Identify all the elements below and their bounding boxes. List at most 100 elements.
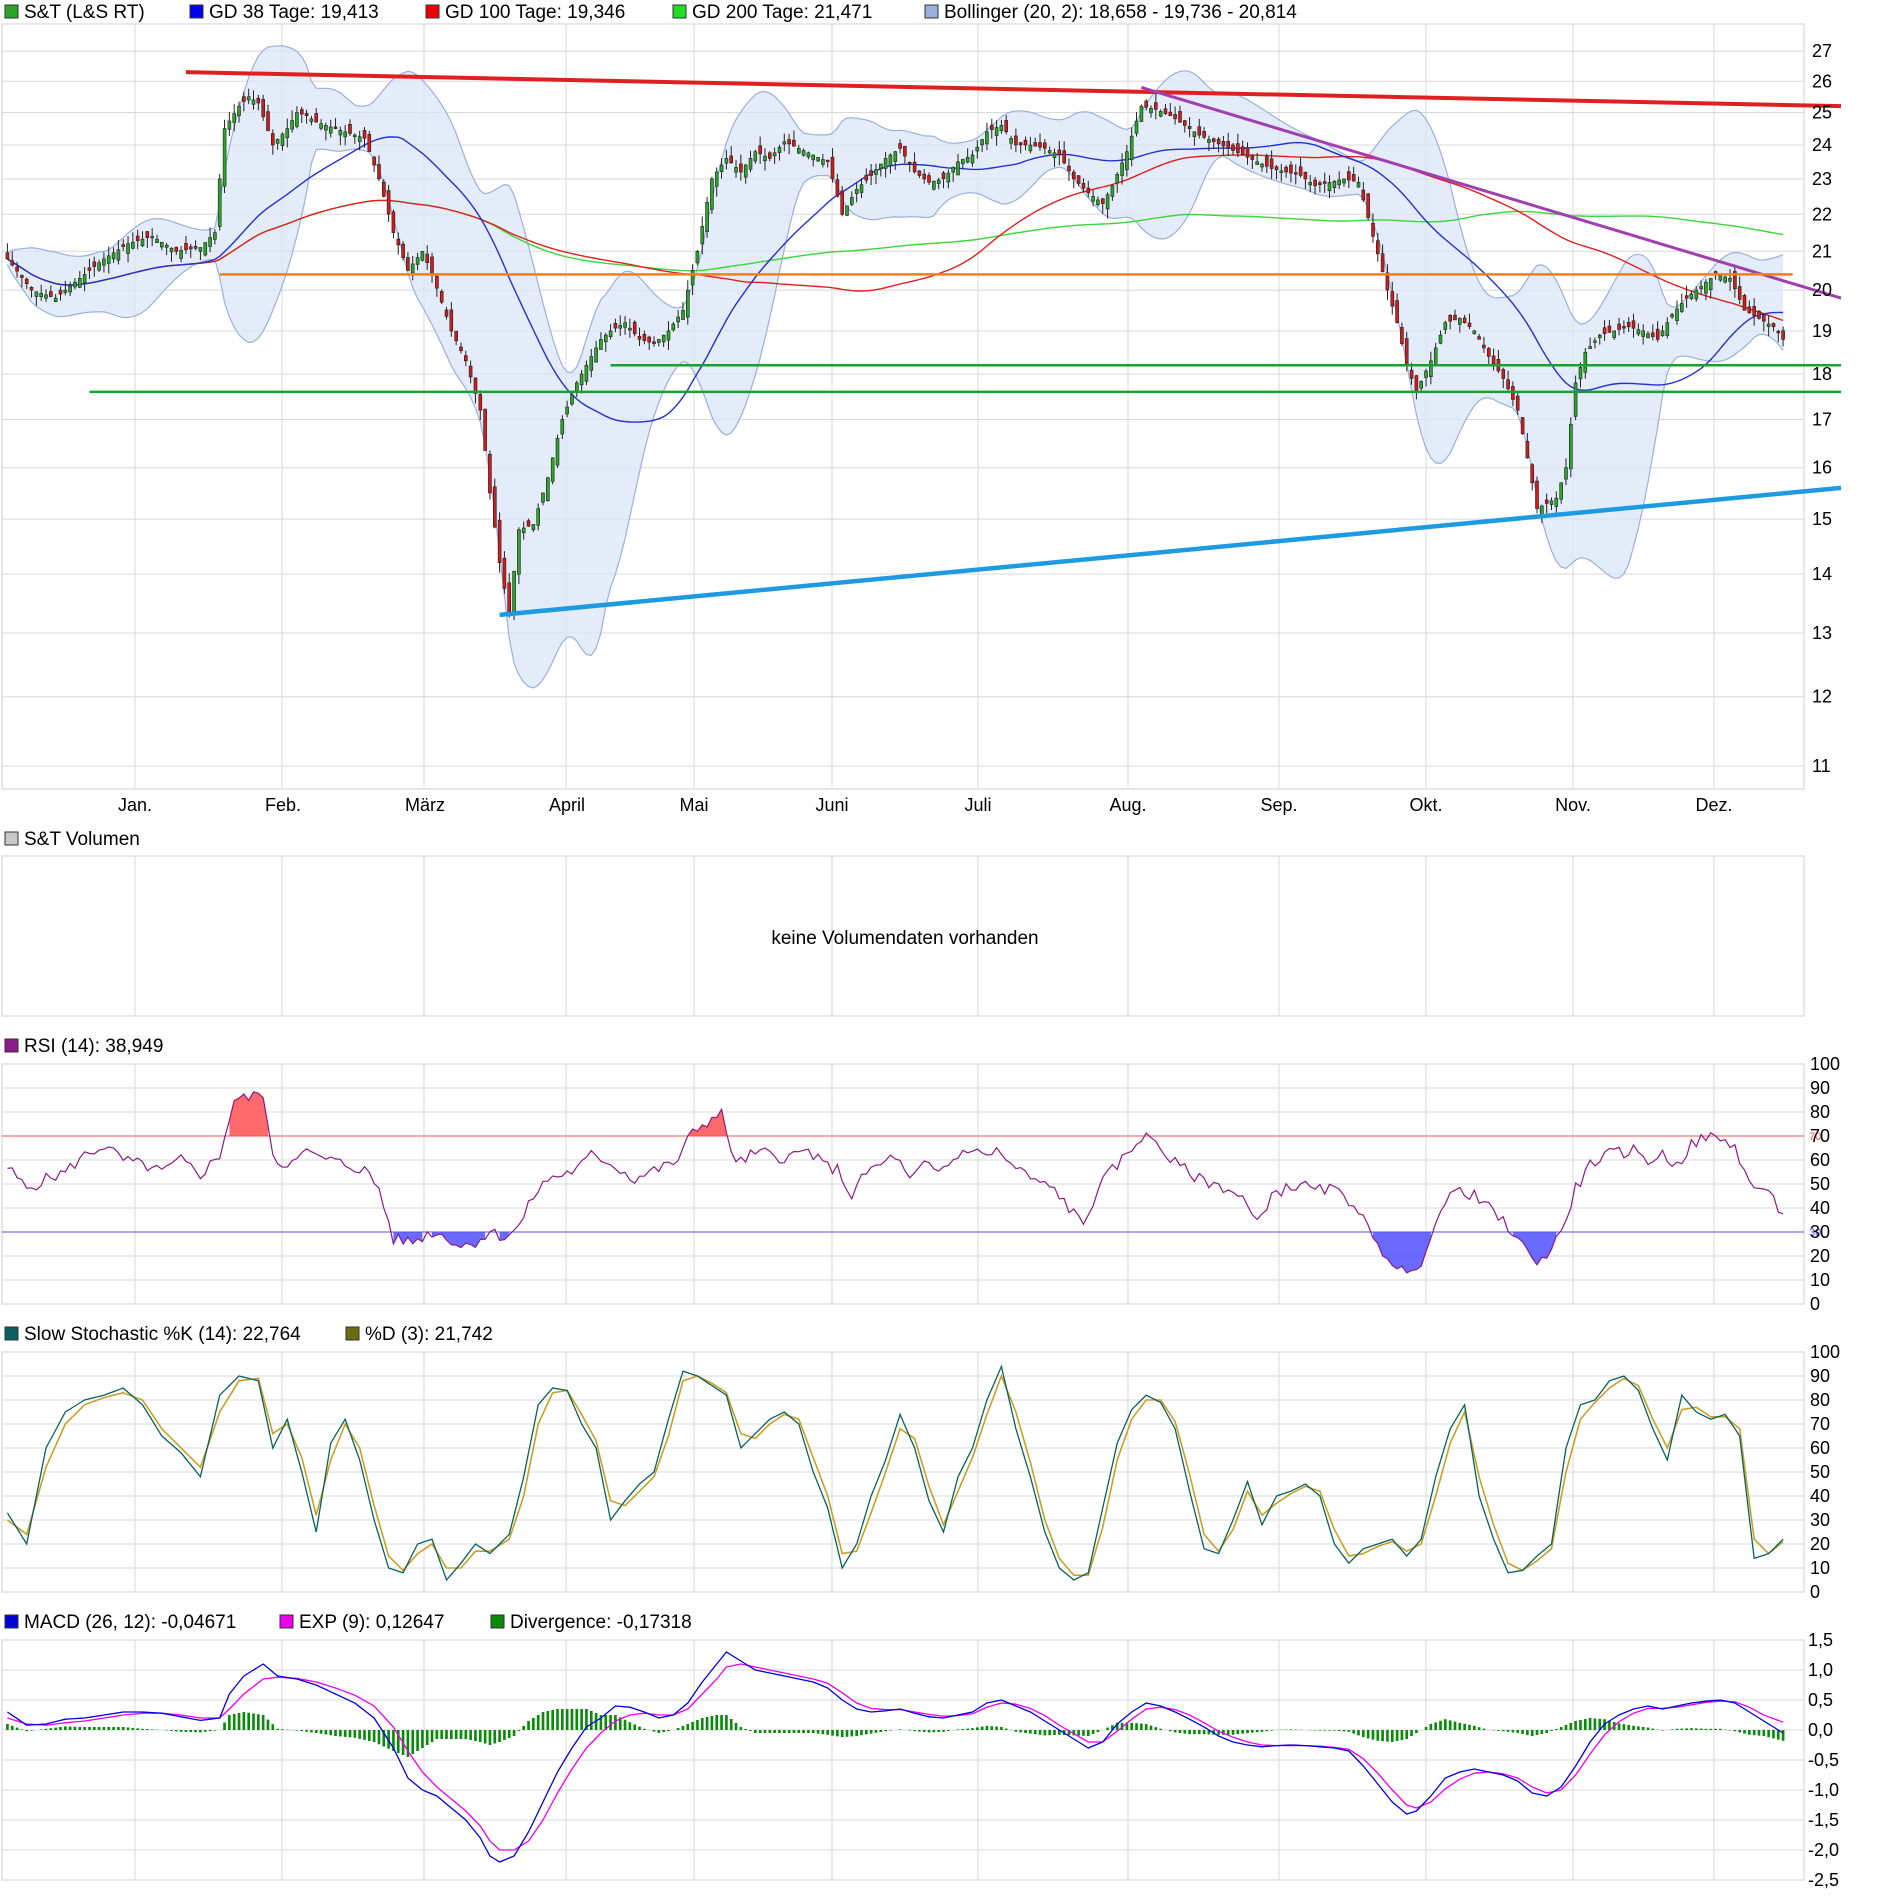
candle-down [1072, 171, 1076, 180]
candle-up [1158, 111, 1163, 117]
candle-down [637, 335, 642, 340]
candle-up [1458, 318, 1462, 325]
candle-up [275, 139, 280, 144]
rsi-tick-label: 0 [1810, 1294, 1820, 1314]
rsi-overbought-area [687, 1109, 727, 1136]
rsi-overbought-area [229, 1091, 268, 1136]
candle-down [1366, 193, 1370, 219]
candle-up [1704, 281, 1708, 294]
candle-down [1318, 182, 1322, 185]
candle-down [1506, 379, 1510, 390]
bollinger-band [7, 45, 1784, 689]
candle-down [864, 175, 869, 181]
candle-up [1559, 482, 1563, 500]
candle-down [135, 235, 140, 242]
candle-down [1757, 310, 1761, 319]
price-tick-label: 25 [1812, 103, 1832, 123]
month-label-10: Okt. [1409, 795, 1442, 815]
candle-up [603, 334, 608, 343]
candle-down [767, 152, 772, 159]
stochastic-tick-label: 50 [1810, 1462, 1830, 1482]
price-legend-1: S&T (L&S RT) [24, 2, 145, 23]
candle-down [1361, 189, 1366, 201]
candle-up [579, 373, 584, 386]
candle-up [169, 248, 174, 253]
candle-up [816, 157, 820, 162]
resistance-line [185, 70, 1842, 109]
candle-down [927, 175, 931, 183]
candle-down [1269, 158, 1274, 169]
candle-up [1641, 330, 1645, 337]
candle-up [82, 274, 87, 284]
candle-down [391, 211, 396, 233]
magenta-square-icon [279, 1614, 294, 1629]
candle-down [256, 97, 261, 104]
candle-down [1477, 336, 1481, 340]
candle-up [73, 281, 77, 288]
stochastic-tick-label: 70 [1810, 1414, 1830, 1434]
stochastic-tick-label: 20 [1810, 1534, 1830, 1554]
candle-up [676, 316, 680, 323]
candle-up [1052, 152, 1057, 158]
candle-down [1298, 166, 1303, 176]
lightblue-square-icon [924, 4, 939, 19]
candle-up [290, 120, 294, 130]
price-tick-label: 24 [1812, 135, 1832, 155]
candle-up [68, 285, 72, 293]
candle-down [1626, 321, 1631, 328]
candle-down [941, 172, 946, 180]
candle-down [381, 181, 386, 197]
macd-layer [6, 1651, 1785, 1863]
candle-up [102, 258, 106, 266]
candle-up [1443, 322, 1448, 330]
candle-up [116, 249, 121, 261]
rsi-tick-label: 10 [1810, 1270, 1830, 1290]
candle-up [975, 146, 980, 152]
candle-down [444, 309, 449, 317]
candle-up [724, 158, 729, 164]
candle-up [1646, 333, 1650, 339]
price-tick-label: 14 [1812, 564, 1832, 584]
blue-square-icon [4, 1614, 19, 1629]
candle-down [1544, 499, 1549, 504]
candle-up [198, 247, 203, 252]
candle-up [1028, 144, 1033, 152]
candle-down [1617, 323, 1621, 330]
candle-up [232, 113, 236, 123]
candle-down [348, 124, 352, 134]
candle-up [1342, 178, 1346, 184]
candle-down [1289, 164, 1293, 174]
candle-down [1168, 111, 1173, 116]
price-legend-4: GD 200 Tage: 21,471 [692, 2, 872, 23]
candle-up [227, 120, 232, 130]
candle-up [555, 438, 560, 466]
candle-up [1327, 182, 1332, 192]
candle-down [642, 333, 647, 341]
price-tick-label: 12 [1812, 687, 1832, 707]
candle-up [1564, 467, 1568, 480]
candle-up [1134, 120, 1139, 134]
candle-down [1101, 198, 1105, 204]
candle-down [1395, 300, 1399, 323]
candle-up [1660, 330, 1665, 337]
candle-down [174, 246, 179, 252]
candle-up [160, 241, 164, 248]
rsi-oversold-area [499, 1232, 510, 1241]
candle-down [1163, 108, 1168, 114]
candle-up [531, 524, 536, 531]
candle-up [584, 364, 589, 382]
candle-down [1014, 135, 1018, 146]
candle-up [1356, 182, 1361, 188]
month-label-4: April [549, 795, 585, 815]
candle-down [24, 278, 29, 285]
candle-up [1047, 150, 1052, 154]
candle-down [478, 394, 483, 411]
macd-tick-label: 0,5 [1808, 1690, 1833, 1710]
candle-up [796, 148, 801, 154]
candle-down [473, 377, 478, 394]
candle-down [1742, 294, 1747, 311]
price-tick-label: 27 [1812, 41, 1832, 61]
month-label-8: Aug. [1109, 795, 1146, 815]
candle-up [608, 330, 613, 337]
candle-up [1636, 329, 1641, 335]
